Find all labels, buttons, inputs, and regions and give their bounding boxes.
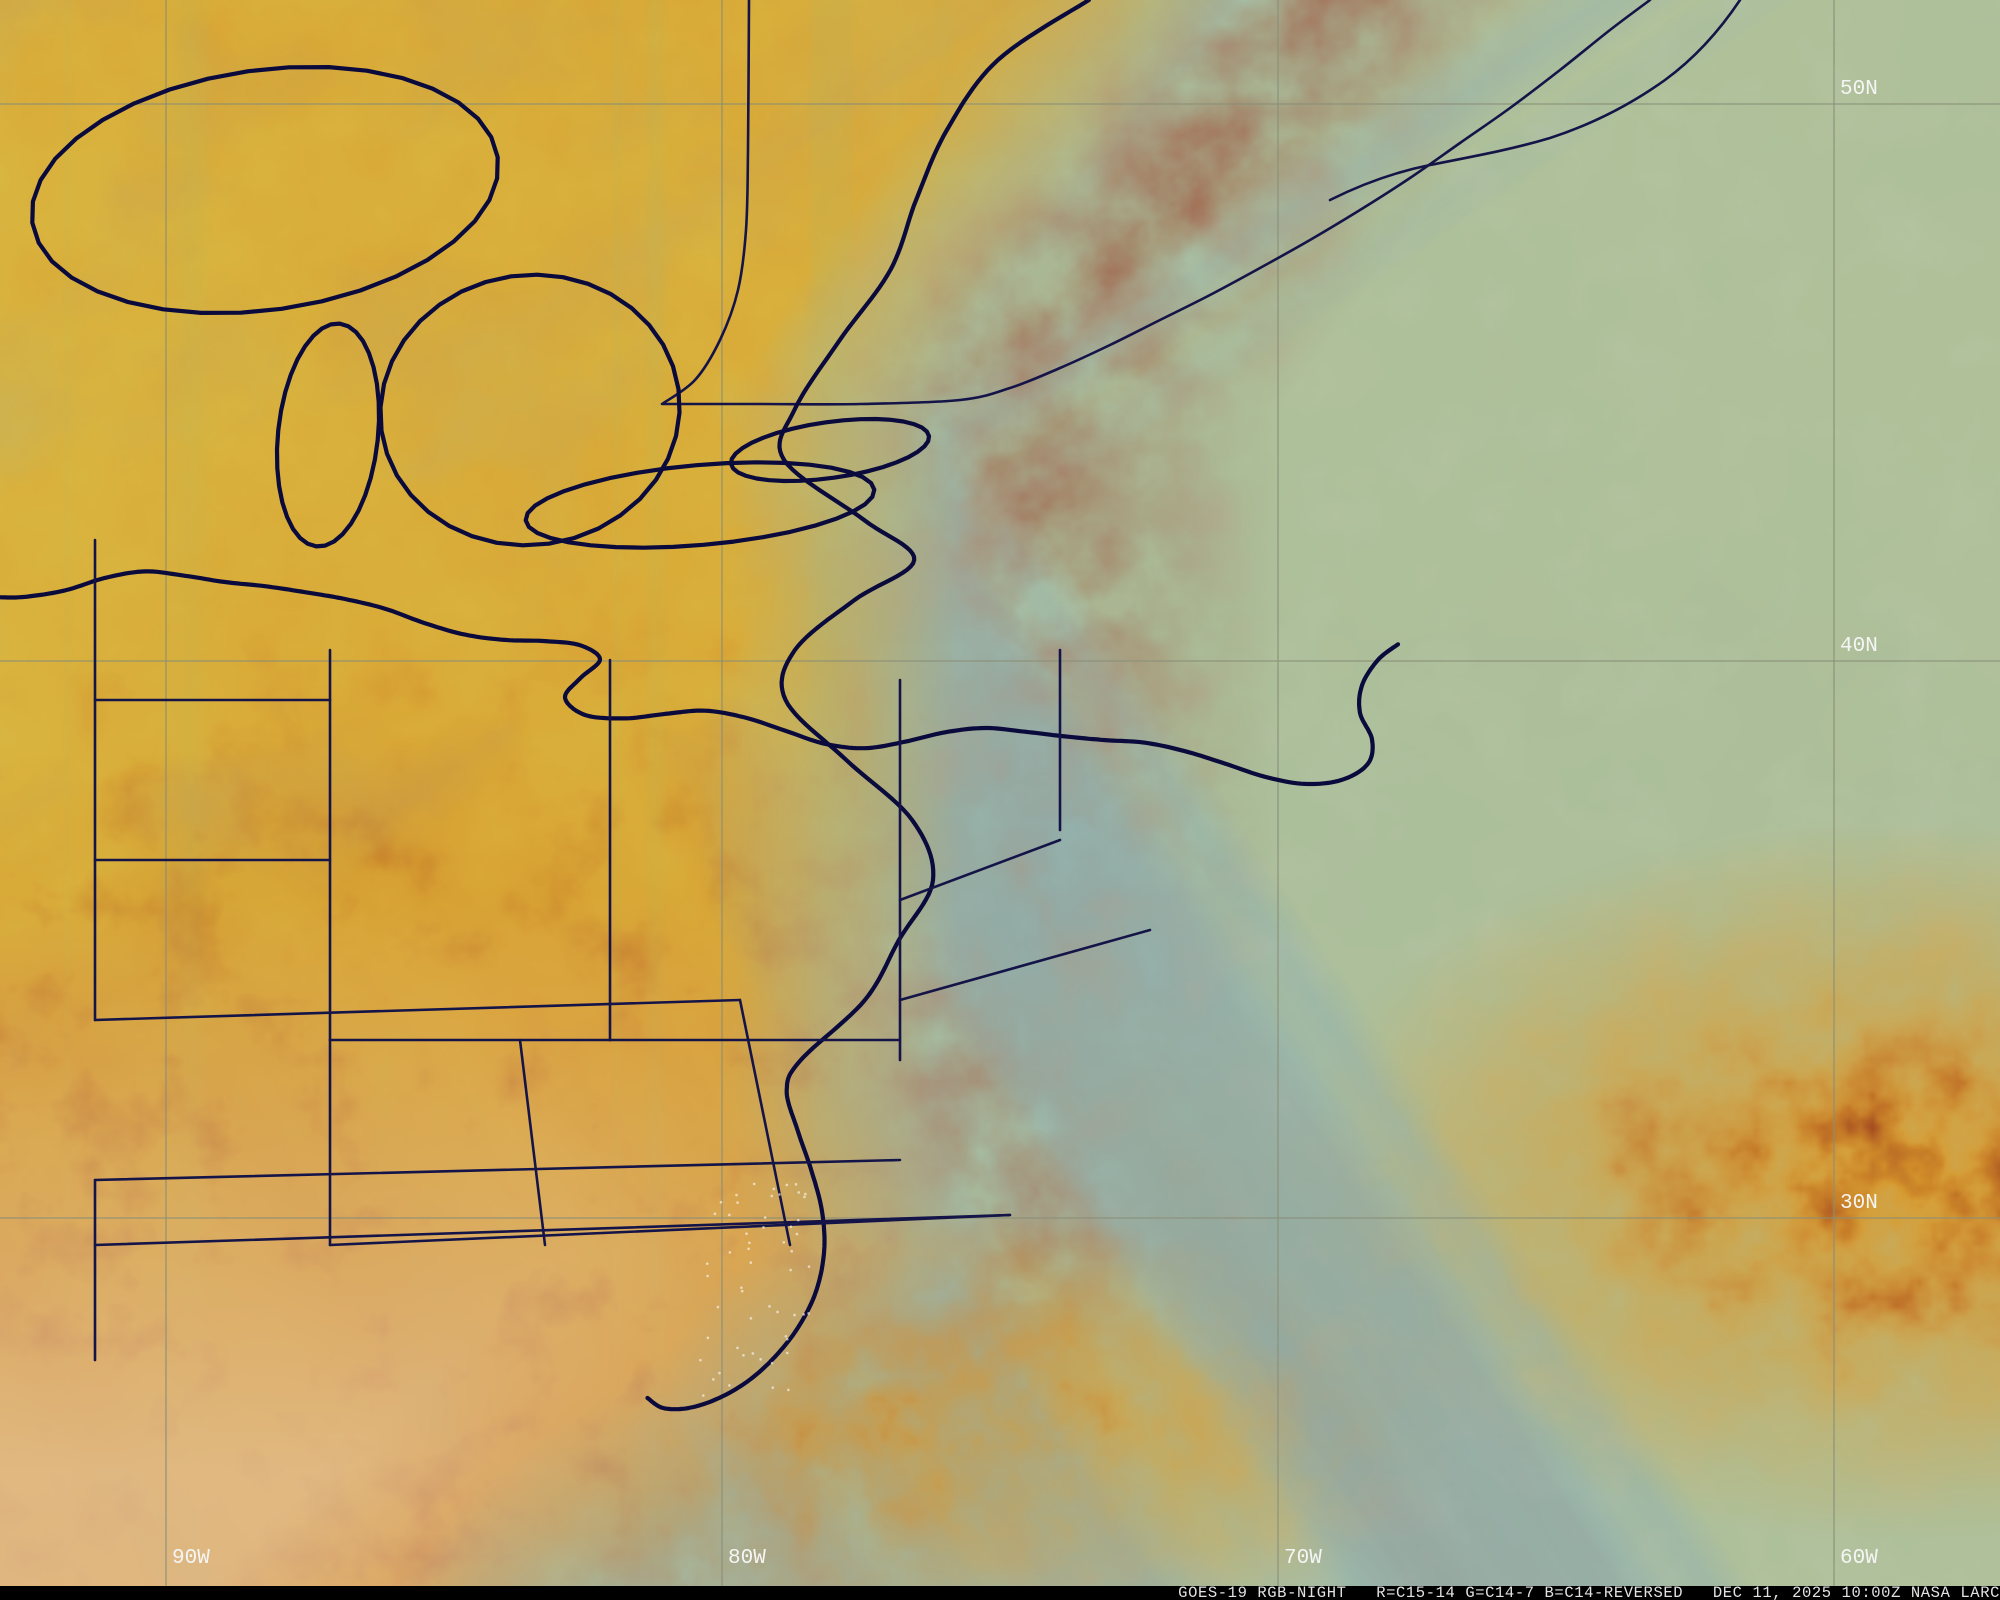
svg-text:90W: 90W — [172, 1547, 210, 1570]
svg-text:30N: 30N — [1840, 1192, 1878, 1215]
svg-text:80W: 80W — [728, 1547, 766, 1570]
svg-text:40N: 40N — [1840, 635, 1878, 658]
svg-text:70W: 70W — [1284, 1547, 1322, 1570]
svg-text:60W: 60W — [1840, 1547, 1878, 1570]
svg-text:50N: 50N — [1840, 78, 1878, 101]
